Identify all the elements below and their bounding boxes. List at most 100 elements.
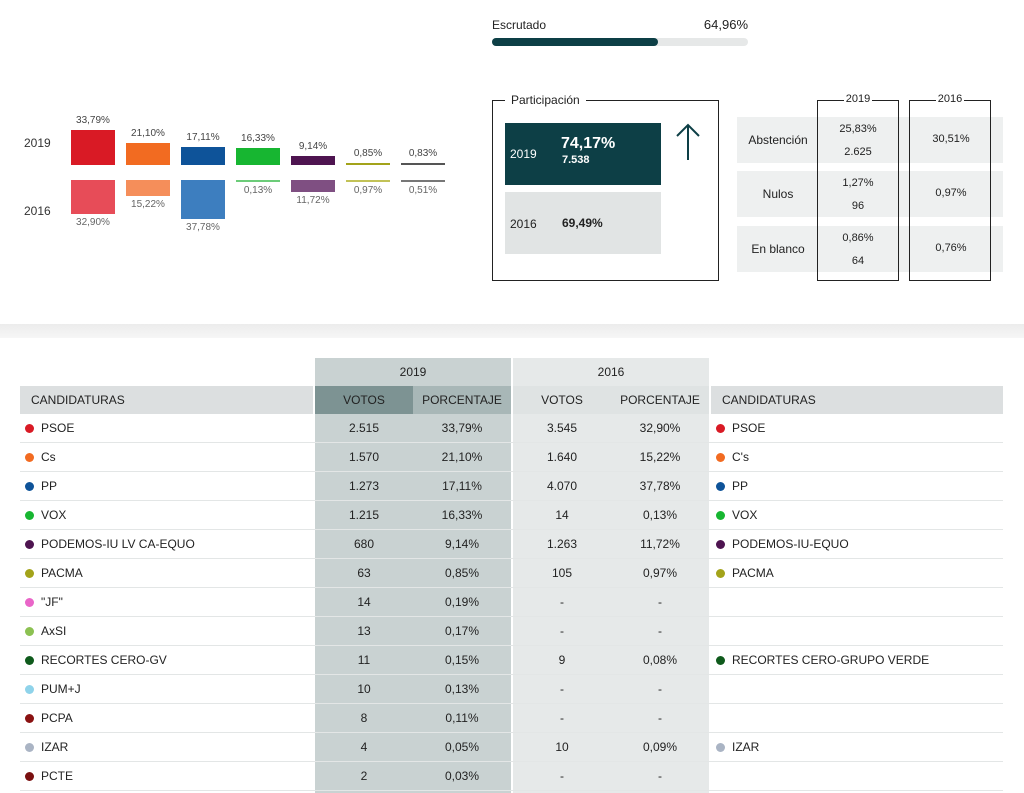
arrow-up-icon (676, 123, 700, 160)
votes-2019: 63 (357, 566, 371, 580)
party-name: IZAR (41, 740, 69, 754)
party-color-dot (25, 714, 34, 723)
percent-2016: 15,22% (639, 450, 681, 464)
header-porcentaje-2016: PORCENTAJE (611, 386, 709, 414)
blank-votes-2019-pct: 0,86% (842, 232, 874, 244)
blank-votes-label: En blanco (751, 242, 805, 256)
votes-2019: 13 (357, 624, 371, 638)
percent-2016: - (658, 624, 662, 638)
blank-votes-row: En blanco 0,86% 64 0,76% (737, 226, 1003, 272)
votes-2016: - (560, 595, 564, 609)
party-color-dot (25, 627, 34, 636)
table-row: PACMA 63 0,85% 105 0,97% PACMA (20, 559, 1003, 588)
percent-2016: - (658, 682, 662, 696)
party-color-dot (25, 569, 34, 578)
votes-2016: 14 (555, 508, 569, 522)
party-color-dot (716, 453, 725, 462)
percent-2016: 0,97% (642, 566, 678, 580)
percent-2019: 21,10% (441, 450, 483, 464)
table-header-row: CANDIDATURAS VOTOS PORCENTAJE VOTOS PORC… (20, 386, 1003, 414)
party-name: IZAR (732, 740, 760, 754)
candidate-2019: PCTE (25, 762, 313, 790)
party-name: PP (41, 479, 58, 493)
table-row: IZAR 4 0,05% 10 0,09% IZAR (20, 733, 1003, 762)
bar-2019-cs (126, 143, 170, 165)
table-row: Cs 1.570 21,10% 1.640 15,22% C's (20, 443, 1003, 472)
table-body: PSOE 2.515 33,79% 3.545 32,90% PSOE Cs 1.570 21,… (20, 414, 1003, 791)
table-row: RECORTES CERO-GV 11 0,15% 9 0,08% RECORTES CE… (20, 646, 1003, 675)
party-color-dot (25, 685, 34, 694)
participation-2016-card: 2016 69,49% (505, 192, 661, 254)
percent-2016: 0,13% (642, 508, 678, 522)
candidate-2019: PSOE (25, 414, 313, 442)
bar-2019-label: 0,83% (408, 148, 438, 159)
table-year-2019-header: 2019 (399, 365, 427, 379)
abstention-label: Abstención (748, 133, 808, 147)
candidate-2019: "JF" (25, 588, 313, 616)
party-name: VOX (732, 508, 758, 522)
header-votos-2019: VOTOS (315, 386, 413, 414)
candidate-2016: RECORTES CERO-GRUPO VERDE (716, 646, 1003, 674)
bar-2019-label: 21,10% (131, 128, 165, 140)
table-row: AxSI 13 0,17% - - (20, 617, 1003, 646)
party-color-dot (25, 511, 34, 520)
abstention-2019-header: 2019 (843, 93, 873, 105)
null-votes-2019-num: 96 (851, 200, 865, 212)
percent-2019: 0,05% (444, 740, 480, 754)
bar-2016-pp (181, 180, 225, 220)
abstention-row: Abstención 25,83% 2.625 30,51% (737, 117, 1003, 163)
percent-2019: 0,15% (444, 653, 480, 667)
bar-2019-podemos (291, 155, 335, 165)
candidate-2016: IZAR (716, 733, 1003, 761)
bar-2019-label: 9,14% (298, 140, 328, 152)
header-candidaturas-2019: CANDIDATURAS (20, 386, 313, 414)
percent-2016: - (658, 595, 662, 609)
party-name: PUM+J (41, 682, 81, 696)
votes-2016: 1.263 (546, 537, 578, 551)
votes-2016: - (560, 682, 564, 696)
candidate-2016 (716, 617, 1003, 645)
participation-2019-card: 2019 74,17% 7.538 (505, 123, 661, 185)
party-color-dot (716, 511, 725, 520)
header-votos-2016: VOTOS (513, 386, 611, 414)
votes-2019: 1.273 (348, 479, 380, 493)
votes-2016: - (560, 711, 564, 725)
header-candidaturas-2016: CANDIDATURAS (711, 386, 1003, 414)
votes-2016: 10 (555, 740, 569, 754)
party-name: PODEMOS-IU-EQUO (732, 537, 849, 551)
percent-2019: 0,19% (444, 595, 480, 609)
party-color-dot (716, 656, 725, 665)
percent-2019: 16,33% (441, 508, 483, 522)
votes-2019: 2 (360, 769, 368, 783)
candidate-2019: Cs (25, 443, 313, 471)
party-name: PCTE (41, 769, 74, 783)
participation-2019-year: 2019 (510, 147, 537, 161)
scrutiny-label: Escrutado (492, 18, 547, 32)
bar-2019-psoe (71, 130, 115, 165)
party-name: PACMA (732, 566, 774, 580)
votes-2019: 1.215 (348, 508, 380, 522)
null-votes-label: Nulos (762, 187, 794, 201)
bar-2016-pacma (346, 180, 390, 182)
chart-year-2019-label: 2019 (24, 136, 51, 150)
abstention-2016-header: 2016 (935, 93, 965, 105)
bar-2019-vox (236, 148, 280, 165)
table-row: VOX 1.215 16,33% 14 0,13% VOX (20, 501, 1003, 530)
party-color-dot (716, 540, 725, 549)
candidate-2019: RECORTES CERO-GV (25, 646, 313, 674)
table-year-2016-header: 2016 (597, 365, 625, 379)
table-row: PODEMOS-IU LV CA-EQUO 680 9,14% 1.263 11,72%… (20, 530, 1003, 559)
table-row: PCPA 8 0,11% - - (20, 704, 1003, 733)
bar-2019-pp (181, 147, 225, 165)
party-color-dot (25, 482, 34, 491)
bar-2016-podemos (291, 180, 335, 193)
party-color-dot (25, 424, 34, 433)
votes-2019: 10 (357, 682, 371, 696)
votes-2016: 9 (558, 653, 566, 667)
party-name: PP (732, 479, 749, 493)
percent-2019: 33,79% (441, 421, 483, 435)
party-name: "JF" (41, 595, 63, 609)
percent-2016: 11,72% (640, 537, 680, 551)
blank-votes-2019-num: 64 (851, 255, 865, 267)
bar-2016-label: 0,13% (243, 185, 273, 196)
